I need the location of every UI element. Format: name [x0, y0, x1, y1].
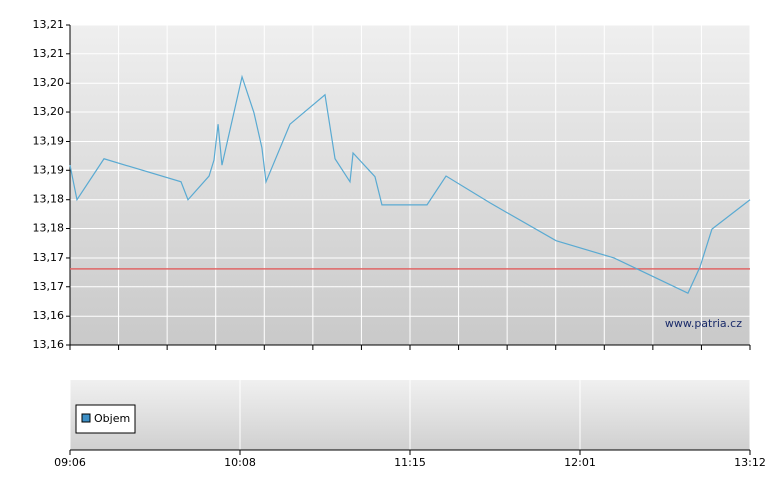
x-tick-label: 12:01 — [564, 456, 596, 469]
y-tick-label: 13,17 — [33, 280, 65, 293]
watermark: www.patria.cz — [665, 317, 742, 330]
y-tick-label: 13,19 — [33, 163, 65, 176]
y-tick-label: 13,18 — [33, 222, 65, 235]
x-tick-label: 13:12 — [734, 456, 766, 469]
x-tick-label: 10:08 — [224, 456, 256, 469]
legend-swatch — [81, 413, 91, 423]
y-tick-label: 13,18 — [33, 193, 65, 206]
y-tick-label: 13,20 — [33, 76, 65, 89]
y-tick-label: 13,16 — [33, 338, 65, 351]
y-tick-label: 13,16 — [33, 309, 65, 322]
x-tick-label: 11:15 — [394, 456, 426, 469]
y-tick-label: 13,20 — [33, 105, 65, 118]
y-tick-label: 13,17 — [33, 251, 65, 264]
y-tick-label: 13,19 — [33, 134, 65, 147]
legend-label: Objem — [94, 412, 130, 425]
price-line — [69, 74, 751, 294]
x-tick-label: 09:06 — [54, 456, 86, 469]
y-tick-label: 13,21 — [33, 47, 65, 60]
y-tick-label: 13,21 — [33, 18, 65, 31]
